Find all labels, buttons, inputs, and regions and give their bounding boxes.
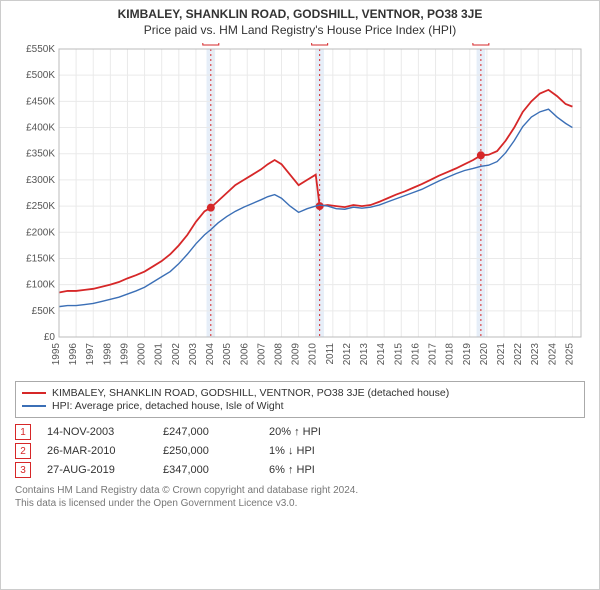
svg-text:£300K: £300K	[26, 175, 55, 186]
event-index-box: 3	[15, 462, 31, 478]
chart: £0 £50K £100K £150K £200K £250K £300K £350K £400…	[15, 43, 585, 373]
svg-text:1998: 1998	[102, 343, 113, 366]
svg-text:2013: 2013	[359, 343, 370, 366]
svg-text:3: 3	[478, 43, 484, 45]
svg-text:2024: 2024	[547, 343, 558, 366]
svg-text:£200K: £200K	[26, 227, 55, 238]
svg-text:£0: £0	[44, 332, 56, 343]
event-index-box: 1	[15, 424, 31, 440]
svg-text:2020: 2020	[479, 343, 490, 366]
svg-text:2011: 2011	[325, 343, 336, 365]
svg-text:£150K: £150K	[26, 253, 55, 264]
title-sub: Price paid vs. HM Land Registry's House …	[1, 23, 599, 37]
event-hpi: 20% ↑ HPI	[269, 426, 321, 438]
title-main: KIMBALEY, SHANKLIN ROAD, GODSHILL, VENTN…	[1, 7, 599, 21]
svg-text:1997: 1997	[85, 343, 96, 366]
svg-text:2012: 2012	[342, 343, 353, 366]
svg-text:£550K: £550K	[26, 44, 55, 55]
svg-text:2005: 2005	[222, 343, 233, 366]
legend-row-property: KIMBALEY, SHANKLIN ROAD, GODSHILL, VENTN…	[22, 387, 578, 399]
event-row: 2 26-MAR-2010 £250,000 1% ↓ HPI	[15, 443, 585, 459]
svg-text:1: 1	[208, 43, 214, 45]
event-price: £247,000	[163, 426, 253, 438]
legend-swatch-hpi	[22, 405, 46, 407]
svg-text:2016: 2016	[410, 343, 421, 366]
legend-swatch-property	[22, 392, 46, 394]
svg-text:2018: 2018	[445, 343, 456, 366]
footnote-line-1: Contains HM Land Registry data © Crown c…	[15, 484, 585, 497]
svg-text:2025: 2025	[564, 343, 575, 366]
svg-text:1995: 1995	[51, 343, 62, 366]
legend-label-property: KIMBALEY, SHANKLIN ROAD, GODSHILL, VENTN…	[52, 387, 449, 399]
svg-text:2003: 2003	[188, 343, 199, 366]
footnote: Contains HM Land Registry data © Crown c…	[15, 484, 585, 510]
svg-text:2014: 2014	[376, 343, 387, 366]
svg-text:2001: 2001	[154, 343, 165, 366]
event-price: £250,000	[163, 445, 253, 457]
legend-label-hpi: HPI: Average price, detached house, Isle…	[52, 400, 284, 412]
event-index-box: 2	[15, 443, 31, 459]
svg-text:£100K: £100K	[26, 280, 55, 291]
footnote-line-2: This data is licensed under the Open Gov…	[15, 497, 585, 510]
svg-text:£50K: £50K	[32, 306, 56, 317]
svg-text:£400K: £400K	[26, 123, 55, 134]
chart-titles: KIMBALEY, SHANKLIN ROAD, GODSHILL, VENTN…	[1, 1, 599, 37]
legend-row-hpi: HPI: Average price, detached house, Isle…	[22, 400, 578, 412]
svg-text:£500K: £500K	[26, 70, 55, 81]
event-date: 27-AUG-2019	[47, 464, 147, 476]
event-date: 26-MAR-2010	[47, 445, 147, 457]
svg-text:1999: 1999	[119, 343, 130, 366]
svg-text:2008: 2008	[273, 343, 284, 366]
event-list: 1 14-NOV-2003 £247,000 20% ↑ HPI 2 26-MAR-201…	[15, 424, 585, 478]
event-hpi: 6% ↑ HPI	[269, 464, 315, 476]
chart-svg: £0 £50K £100K £150K £200K £250K £300K £350K £400…	[15, 43, 587, 373]
page: KIMBALEY, SHANKLIN ROAD, GODSHILL, VENTN…	[0, 0, 600, 590]
event-hpi: 1% ↓ HPI	[269, 445, 315, 457]
svg-text:2023: 2023	[530, 343, 541, 366]
svg-text:2: 2	[317, 43, 323, 45]
event-date: 14-NOV-2003	[47, 426, 147, 438]
svg-text:2022: 2022	[513, 343, 524, 366]
svg-text:2015: 2015	[393, 343, 404, 366]
legend: KIMBALEY, SHANKLIN ROAD, GODSHILL, VENTN…	[15, 381, 585, 418]
svg-text:2000: 2000	[137, 343, 148, 366]
svg-text:£250K: £250K	[26, 201, 55, 212]
svg-text:2006: 2006	[239, 343, 250, 366]
svg-text:2017: 2017	[428, 343, 439, 366]
event-row: 1 14-NOV-2003 £247,000 20% ↑ HPI	[15, 424, 585, 440]
svg-text:2004: 2004	[205, 343, 216, 366]
svg-text:2007: 2007	[256, 343, 267, 366]
svg-text:2009: 2009	[291, 343, 302, 366]
svg-text:1996: 1996	[68, 343, 79, 366]
svg-text:£350K: £350K	[26, 149, 55, 160]
event-price: £347,000	[163, 464, 253, 476]
svg-text:£450K: £450K	[26, 96, 55, 107]
svg-text:2010: 2010	[308, 343, 319, 366]
svg-text:2002: 2002	[171, 343, 182, 366]
event-row: 3 27-AUG-2019 £347,000 6% ↑ HPI	[15, 462, 585, 478]
svg-text:2019: 2019	[462, 343, 473, 366]
svg-text:2021: 2021	[496, 343, 507, 366]
